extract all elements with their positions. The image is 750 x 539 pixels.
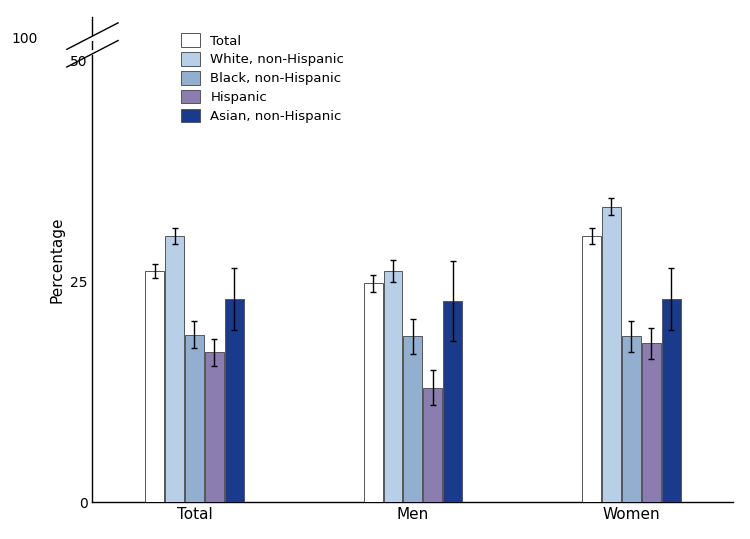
Bar [383, 271, 403, 502]
Bar [423, 388, 442, 502]
Bar [582, 236, 601, 502]
Bar [642, 343, 661, 502]
Bar [443, 301, 462, 502]
Bar [165, 236, 184, 502]
Bar [185, 335, 204, 502]
Bar [146, 271, 164, 502]
Bar [662, 299, 680, 502]
Bar [622, 336, 640, 502]
Bar [404, 336, 422, 502]
Bar [364, 284, 382, 502]
Legend: Total, White, non-Hispanic, Black, non-Hispanic, Hispanic, Asian, non-Hispanic: Total, White, non-Hispanic, Black, non-H… [176, 28, 350, 128]
Bar [602, 206, 621, 502]
Y-axis label: Percentage: Percentage [50, 216, 64, 303]
Text: 100: 100 [11, 32, 38, 46]
Bar [225, 299, 244, 502]
Bar [205, 353, 224, 502]
